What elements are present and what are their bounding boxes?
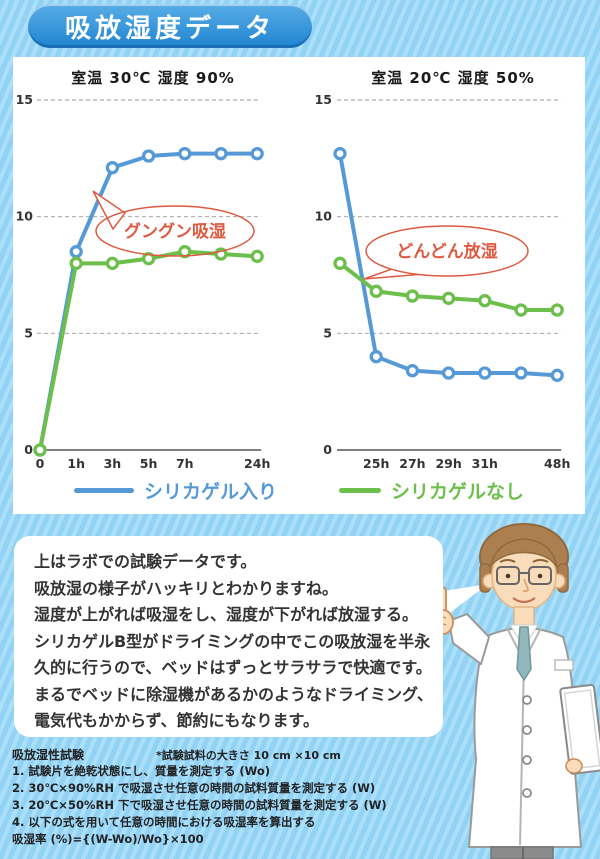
glasses-left-lens-icon bbox=[496, 566, 520, 585]
svg-text:25h: 25h bbox=[363, 456, 389, 471]
coat-button bbox=[522, 725, 532, 735]
coat-pocket bbox=[554, 659, 574, 671]
callout-bubble: どんどん放湿 bbox=[363, 225, 529, 280]
chart-title-left: 室温 30℃ 湿度 90% bbox=[71, 69, 235, 87]
svg-text:3h: 3h bbox=[104, 456, 122, 471]
test-method-heading: 吸放湿性試験 bbox=[12, 748, 85, 762]
svg-text:グングン吸湿: グングン吸湿 bbox=[124, 221, 226, 242]
character-nose bbox=[522, 578, 529, 593]
svg-text:29h: 29h bbox=[435, 456, 461, 471]
svg-text:27h: 27h bbox=[399, 456, 425, 471]
coat-button bbox=[522, 695, 532, 705]
legend-label-no-silicagel: シリカゲルなし bbox=[391, 481, 525, 503]
speech-bubble-tail bbox=[438, 584, 488, 618]
svg-text:15: 15 bbox=[315, 92, 332, 107]
svg-text:0: 0 bbox=[36, 456, 45, 471]
legend-swatch-blue bbox=[73, 488, 134, 493]
character-eyebrow-left bbox=[499, 559, 516, 563]
legend-item-no-silicagel: シリカゲルなし bbox=[339, 477, 524, 504]
bubble-text-line: まるでベッドに除湿機があるかのようなドライミング、 bbox=[34, 684, 433, 704]
callout-bubble: グングン吸湿 bbox=[92, 190, 255, 257]
legend-label-silicagel: シリカゲル入り bbox=[143, 481, 277, 503]
test-method-header: 吸放湿性試験 *試験試料の大きさ 10 cm ×10 cm bbox=[12, 746, 442, 763]
svg-text:どんどん放湿: どんどん放湿 bbox=[396, 241, 498, 262]
svg-text:5: 5 bbox=[323, 325, 332, 340]
legend-item-silicagel: シリカゲル入り bbox=[73, 477, 277, 504]
markers-シリカゲルなし bbox=[33, 245, 264, 457]
test-method-block: 吸放湿性試験 *試験試料の大きさ 10 cm ×10 cm 1. 試験片を絶乾状… bbox=[12, 746, 442, 848]
test-method-step: 2. 30℃×90%RH で吸湿させ任意の時間の試料質量を測定する (W) bbox=[12, 781, 376, 795]
chart-panel: 室温 30℃ 湿度 90% 室温 20℃ 湿度 50% 0 5 10 15 0 1h 3h 5… bbox=[13, 57, 585, 514]
test-method-step: 1. 試験片を絶乾状態にし、質量を測定する (Wo) bbox=[12, 764, 271, 778]
chart-title-right: 室温 20℃ 湿度 50% bbox=[371, 69, 535, 87]
absorption-rate-formula: 吸湿率 (%)={(W-Wo)/Wo}×100 bbox=[12, 832, 204, 846]
bubble-text-line: 電気代もかからず、節約にもなります。 bbox=[34, 711, 319, 730]
bubble-text-line: 湿度が上がれば吸湿をし、湿度が下がれば放湿する。 bbox=[34, 605, 419, 624]
holding-hand bbox=[565, 758, 583, 774]
test-sample-note: *試験試料の大きさ 10 cm ×10 cm bbox=[156, 749, 341, 762]
bubble-text-line: シリカゲルB型がドライミングの中でこの吸放湿を半永 bbox=[34, 631, 431, 651]
svg-text:31h: 31h bbox=[472, 456, 498, 471]
svg-text:7h: 7h bbox=[176, 456, 194, 471]
coat-button bbox=[522, 788, 532, 798]
character-fringe bbox=[489, 538, 558, 568]
bubble-text-line: 上はラボでの試験データです。 bbox=[34, 552, 257, 571]
svg-text:15: 15 bbox=[16, 92, 33, 107]
chart-legend: シリカゲル入り シリカゲルなし bbox=[13, 477, 585, 504]
series-シリカゲルなし bbox=[38, 249, 258, 451]
character-eye-right bbox=[537, 573, 543, 579]
glasses-right-lens-icon bbox=[528, 566, 552, 585]
speech-bubble-panel: 上はラボでの試験データです。 吸放湿の様子がハッキリとわかりますね。 湿度が上が… bbox=[14, 536, 443, 737]
markers-シリカゲルなし bbox=[333, 256, 564, 317]
svg-text:5h: 5h bbox=[140, 456, 158, 471]
raised-arm-sleeve bbox=[447, 612, 491, 666]
bubble-text-line: 久的に行うので、ベッドはずっとサラサラで快適です。 bbox=[34, 658, 432, 677]
line-chart-right: 0 5 10 15 25h 27h 29h 31h 48h どんどん放湿 bbox=[315, 92, 571, 471]
series-シリカゲル入り bbox=[38, 151, 258, 451]
necktie bbox=[516, 626, 532, 682]
character-neck bbox=[513, 606, 535, 628]
svg-text:10: 10 bbox=[315, 209, 333, 224]
svg-text:0: 0 bbox=[323, 442, 332, 457]
legend-swatch-green bbox=[339, 488, 381, 493]
svg-text:0: 0 bbox=[24, 442, 33, 457]
test-method-step: 3. 20℃×50%RH 下で吸湿させ任意の時間の試料質量を測定する (W) bbox=[12, 798, 387, 812]
test-method-step: 4. 以下の式を用いて任意の時間における吸湿率を算出する bbox=[12, 815, 316, 829]
svg-text:10: 10 bbox=[16, 209, 34, 224]
line-chart-left: 0 5 10 15 0 1h 3h 5h 7h 24h グングン吸湿 bbox=[16, 92, 271, 471]
svg-text:5: 5 bbox=[24, 325, 33, 340]
character-eye-left bbox=[505, 573, 511, 579]
markers-シリカゲル入り bbox=[33, 147, 264, 457]
character-eyebrow-right bbox=[532, 559, 549, 563]
bubble-text-line: 吸放湿の様子がハッキリとわかりますね。 bbox=[34, 578, 339, 598]
svg-text:1h: 1h bbox=[67, 456, 85, 471]
markers-シリカゲル入り bbox=[333, 147, 564, 382]
clipboard bbox=[559, 683, 600, 775]
page-title: 吸放湿度データ bbox=[28, 4, 312, 48]
scientist-character bbox=[432, 523, 600, 859]
character-mouth bbox=[512, 597, 536, 604]
svg-text:48h: 48h bbox=[544, 456, 570, 471]
coat-button bbox=[522, 755, 532, 765]
svg-text:24h: 24h bbox=[244, 456, 270, 471]
